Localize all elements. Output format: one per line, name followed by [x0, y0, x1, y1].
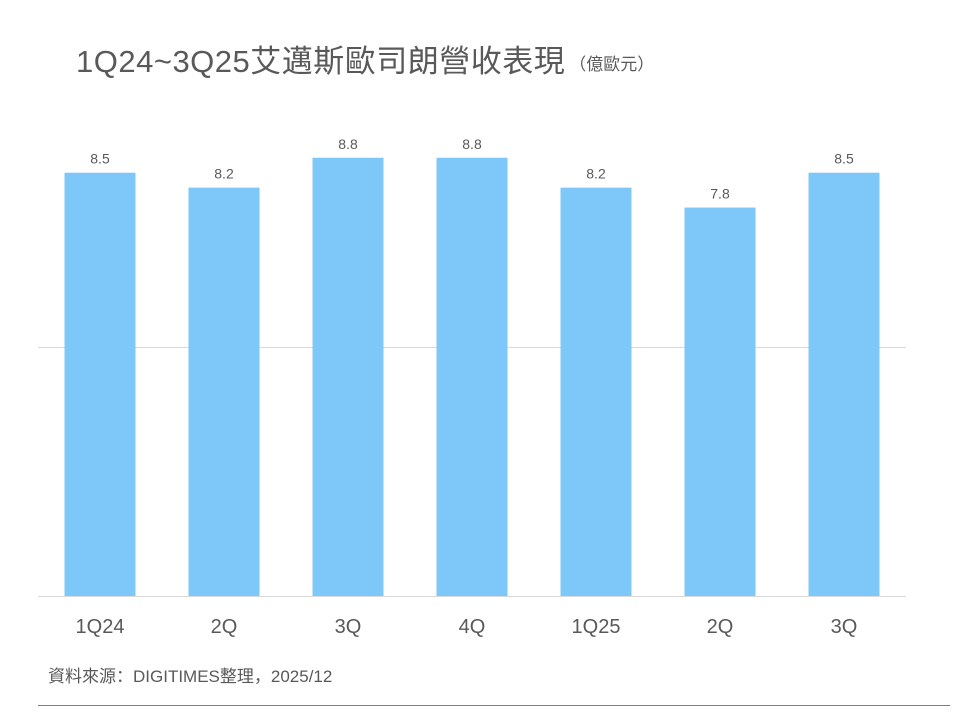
- source-note: 資料來源：DIGITIMES整理，2025/12: [48, 667, 333, 686]
- data-label-3: 8.8: [462, 136, 482, 152]
- x-tick-label-5: 2Q: [707, 616, 734, 638]
- chart-unit: （億歐元）: [569, 55, 655, 74]
- data-label-5: 7.8: [710, 186, 730, 202]
- x-tick-label-6: 3Q: [831, 616, 858, 638]
- footer-divider: [38, 705, 950, 706]
- x-tick-label-4: 1Q25: [572, 616, 621, 638]
- data-label-0: 8.5: [90, 151, 110, 167]
- bar-3: [436, 157, 508, 596]
- bar-6: [808, 172, 880, 596]
- chart-title-block: 1Q24~3Q25艾邁斯歐司朗營收表現 （億歐元）: [76, 36, 654, 81]
- bar-5: [684, 207, 756, 596]
- data-label-4: 8.2: [586, 166, 606, 182]
- bar-0: [64, 172, 136, 596]
- x-tick-label-2: 3Q: [335, 616, 362, 638]
- bar-1: [188, 187, 260, 596]
- x-tick-label-1: 2Q: [211, 616, 238, 638]
- data-label-1: 8.2: [214, 166, 234, 182]
- bar-4: [560, 187, 632, 596]
- x-tick-label-0: 1Q24: [76, 616, 125, 638]
- data-label-6: 8.5: [834, 151, 854, 167]
- chart-title: 1Q24~3Q25艾邁斯歐司朗營收表現: [76, 44, 566, 79]
- bar-2: [312, 157, 384, 596]
- data-label-2: 8.8: [338, 136, 358, 152]
- x-tick-label-3: 4Q: [459, 616, 486, 638]
